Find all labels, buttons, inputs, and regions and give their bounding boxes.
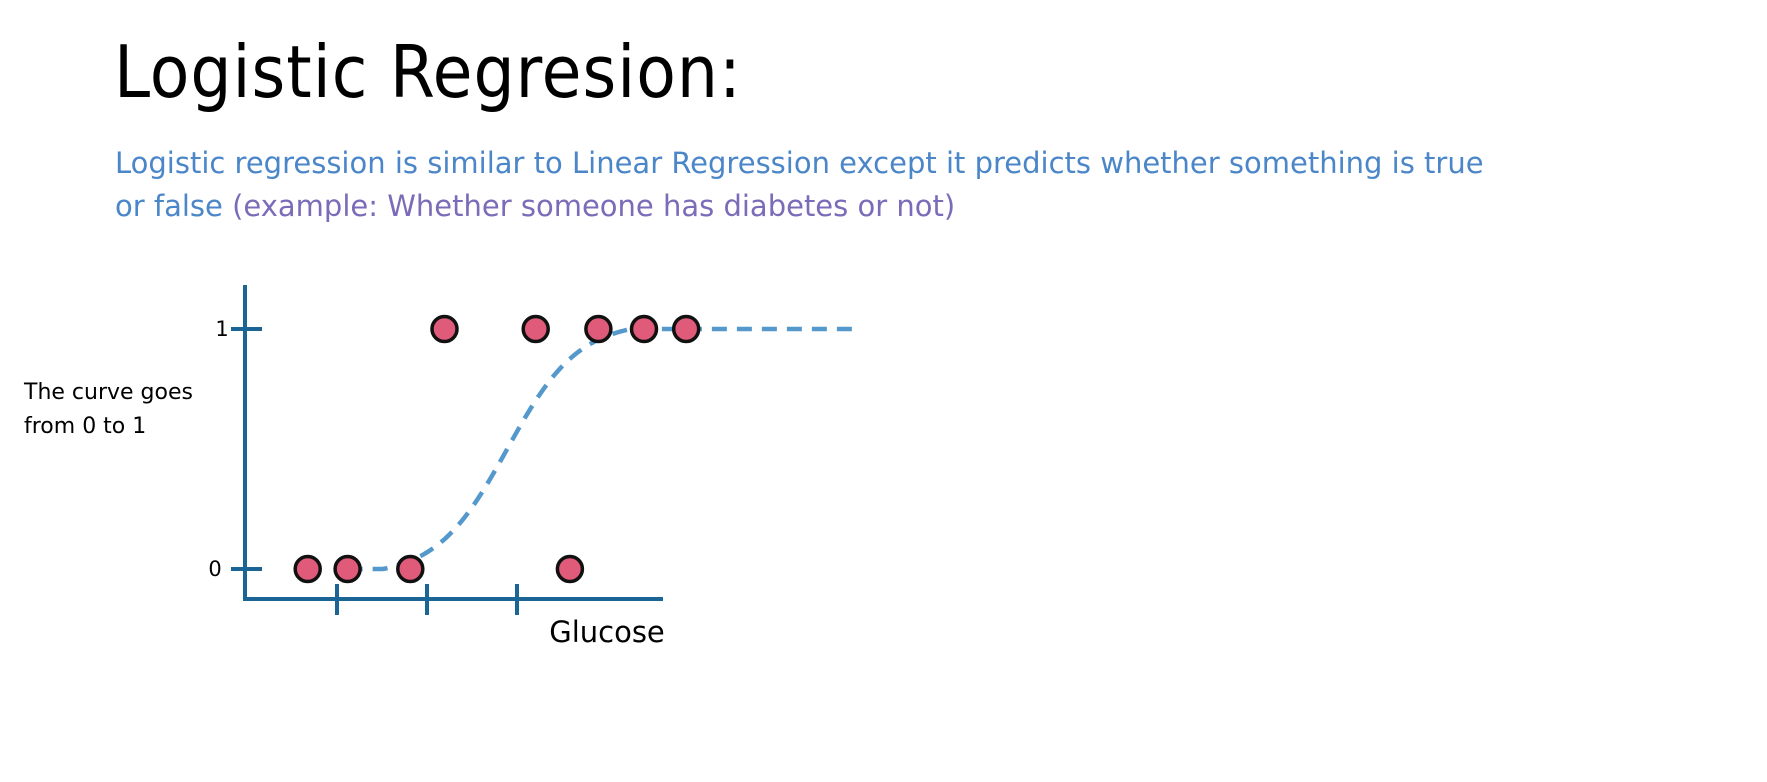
x-ticks-group [335,584,519,615]
data-point [671,314,701,344]
data-point [396,554,425,584]
slide-title: Logistic Regresion: [114,30,742,114]
y-axis-group: 1 0 [208,285,262,599]
data-point [521,314,550,344]
data-point [430,314,459,344]
curve-range-note-line1: The curve goes [24,380,193,405]
data-point [555,554,585,584]
y-tick-label-0: 0 [208,557,221,581]
x-axis-group: Glucose [243,584,665,649]
y-tick-label-1: 1 [215,317,228,341]
data-points-group [293,314,701,584]
sigmoid-curve [347,326,855,572]
curve-range-note: The curve goes from 0 to 1 [24,376,224,444]
data-point [629,314,659,344]
slide-description: Logistic regression is similar to Linear… [115,142,1515,228]
description-example-text: (example: Whether someone has diabetes o… [232,189,956,223]
x-axis-label: Glucose [549,615,665,649]
description-main-text: Logistic regression is similar to Linear… [115,146,1484,223]
data-point [584,314,613,344]
curve-range-note-line2: from 0 to 1 [24,414,147,439]
data-point [333,554,362,584]
data-point [293,554,322,584]
